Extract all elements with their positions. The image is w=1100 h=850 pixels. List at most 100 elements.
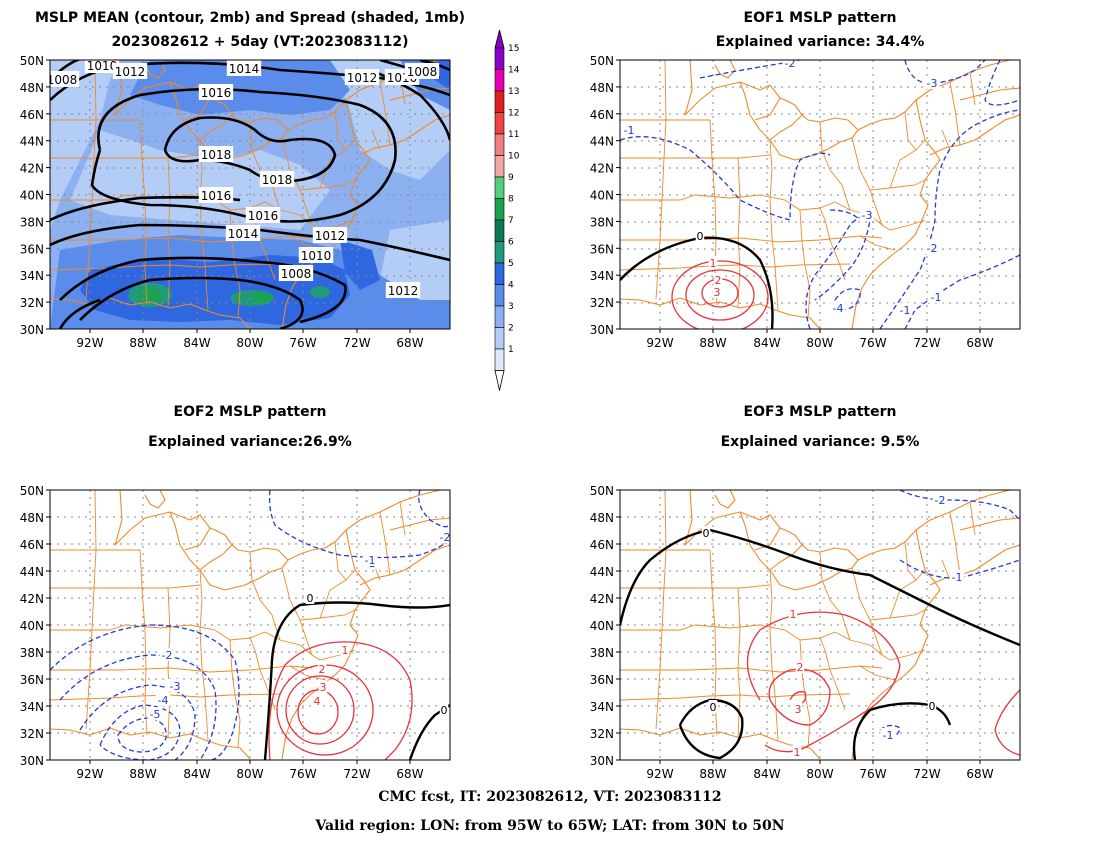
contour-label-box <box>792 745 802 758</box>
lon-tick-label: 92W <box>76 767 103 781</box>
contour-label: 1012 <box>315 229 346 243</box>
colorbar-top-arrow <box>494 29 505 49</box>
contour-label: -5 <box>150 708 161 721</box>
lat-tick-label: 30N <box>590 754 614 768</box>
lat-tick-label: 46N <box>20 538 44 552</box>
contour-label: -2 <box>927 242 938 255</box>
panel2-subtitle: Explained variance: 34.4% <box>715 34 925 50</box>
lon-tick-label: 92W <box>646 336 673 350</box>
contour-label-box <box>437 530 450 543</box>
lat-tick-label: 30N <box>20 754 44 768</box>
lat-tick-label: 34N <box>20 269 44 283</box>
contour-label-box <box>225 225 261 241</box>
contour-label-box <box>897 303 913 316</box>
contour-label-box <box>924 76 940 89</box>
contour-label-box <box>298 247 334 263</box>
lon-tick-label: 84W <box>753 336 780 350</box>
contour-label-box <box>713 273 723 286</box>
lat-tick-label: 30N <box>590 323 614 337</box>
lat-tick-label: 36N <box>20 242 44 256</box>
contour-label-box <box>621 123 637 136</box>
lon-tick-label: 84W <box>183 336 210 350</box>
contour-label: -1 <box>365 554 376 567</box>
contour-label: 1008 <box>407 65 438 79</box>
colorbar-label: 5 <box>508 259 514 269</box>
contour-label-box <box>788 607 798 620</box>
lat-tick-label: 32N <box>20 296 44 310</box>
lon-tick-label: 72W <box>913 767 940 781</box>
colorbar-swatch <box>494 47 505 70</box>
lat-tick-label: 46N <box>590 538 614 552</box>
contour-label: 4 <box>314 695 321 708</box>
lat-tick-label: 42N <box>590 162 614 176</box>
contour-label: 0 <box>929 700 936 713</box>
lat-tick-label: 42N <box>20 162 44 176</box>
contour-label: 1 <box>342 644 349 657</box>
contour-label: 1 <box>794 746 801 759</box>
lat-tick-label: 46N <box>20 108 44 122</box>
contour-label-box <box>924 241 940 254</box>
lat-tick-label: 36N <box>20 673 44 687</box>
contour-label: 1018 <box>201 148 232 162</box>
lon-tick-label: 68W <box>966 336 993 350</box>
contour-label-box <box>344 69 380 85</box>
contour-label-box <box>317 662 327 675</box>
contour-label: 3 <box>795 703 802 716</box>
panel2-map: -2 -3 -1 -1 -3 -2 -1 0 1 23 -4 <box>620 57 1020 329</box>
contour-label-box <box>340 643 350 656</box>
lat-tick-label: 50N <box>590 484 614 498</box>
lon-tick-label: 72W <box>343 336 370 350</box>
lon-tick-label: 72W <box>343 767 370 781</box>
contour-label-box <box>830 301 846 314</box>
contour-label: 1016 <box>201 86 232 100</box>
contour-label: -2 <box>785 57 796 70</box>
lon-tick-label: 84W <box>183 767 210 781</box>
contour-label-box <box>859 208 875 221</box>
contour-label: 3 <box>320 681 327 694</box>
colorbar-label: 4 <box>508 281 514 291</box>
contour-label-box <box>155 693 171 706</box>
lat-tick-label: 38N <box>590 646 614 660</box>
lon-tick-label: 80W <box>236 336 263 350</box>
contour-label-box <box>198 146 234 162</box>
contour-label-box <box>198 187 234 203</box>
contour-label: -2 <box>162 649 173 662</box>
lon-tick-label: 72W <box>913 336 940 350</box>
colorbar-bottom-arrow <box>494 370 505 391</box>
contour-label: 3 <box>714 286 721 299</box>
panel1-subtitle: 2023082612 + 5day (VT:2023083112) <box>111 34 409 50</box>
contour-label-box <box>362 553 378 566</box>
contour-label: 1018 <box>262 173 293 187</box>
lon-tick-label: 92W <box>646 767 673 781</box>
contour-label: 0 <box>441 704 448 717</box>
contour-label: -4 <box>833 302 844 315</box>
contour-label-box <box>928 290 944 303</box>
lon-tick-label: 80W <box>236 767 263 781</box>
contour-label: -4 <box>158 694 169 707</box>
contour-label-box <box>198 84 234 100</box>
colorbar-swatch <box>494 112 505 135</box>
contour-label: 2 <box>715 274 722 287</box>
contour-label: -1 <box>931 291 942 304</box>
contour-label: -1 <box>952 571 963 584</box>
lat-tick-label: 44N <box>590 565 614 579</box>
contour-label: 1012 <box>115 65 146 79</box>
lat-tick-label: 44N <box>590 135 614 149</box>
contour-label: 1016 <box>201 189 232 203</box>
contour-label: -3 <box>927 77 938 90</box>
panel1-title: MSLP MEAN (contour, 2mb) and Spread (sha… <box>35 10 465 26</box>
contour-label-box <box>708 700 718 713</box>
contour-label-box <box>50 71 80 87</box>
lat-tick-label: 38N <box>590 215 614 229</box>
contour-label-box <box>932 493 948 506</box>
lat-tick-label: 36N <box>590 242 614 256</box>
lat-tick-label: 50N <box>590 54 614 68</box>
lat-tick-label: 32N <box>590 296 614 310</box>
colorbar-swatch <box>494 133 505 156</box>
lon-tick-label: 80W <box>806 767 833 781</box>
contour-label: 1012 <box>347 71 378 85</box>
contour-label: 1014 <box>229 62 260 76</box>
